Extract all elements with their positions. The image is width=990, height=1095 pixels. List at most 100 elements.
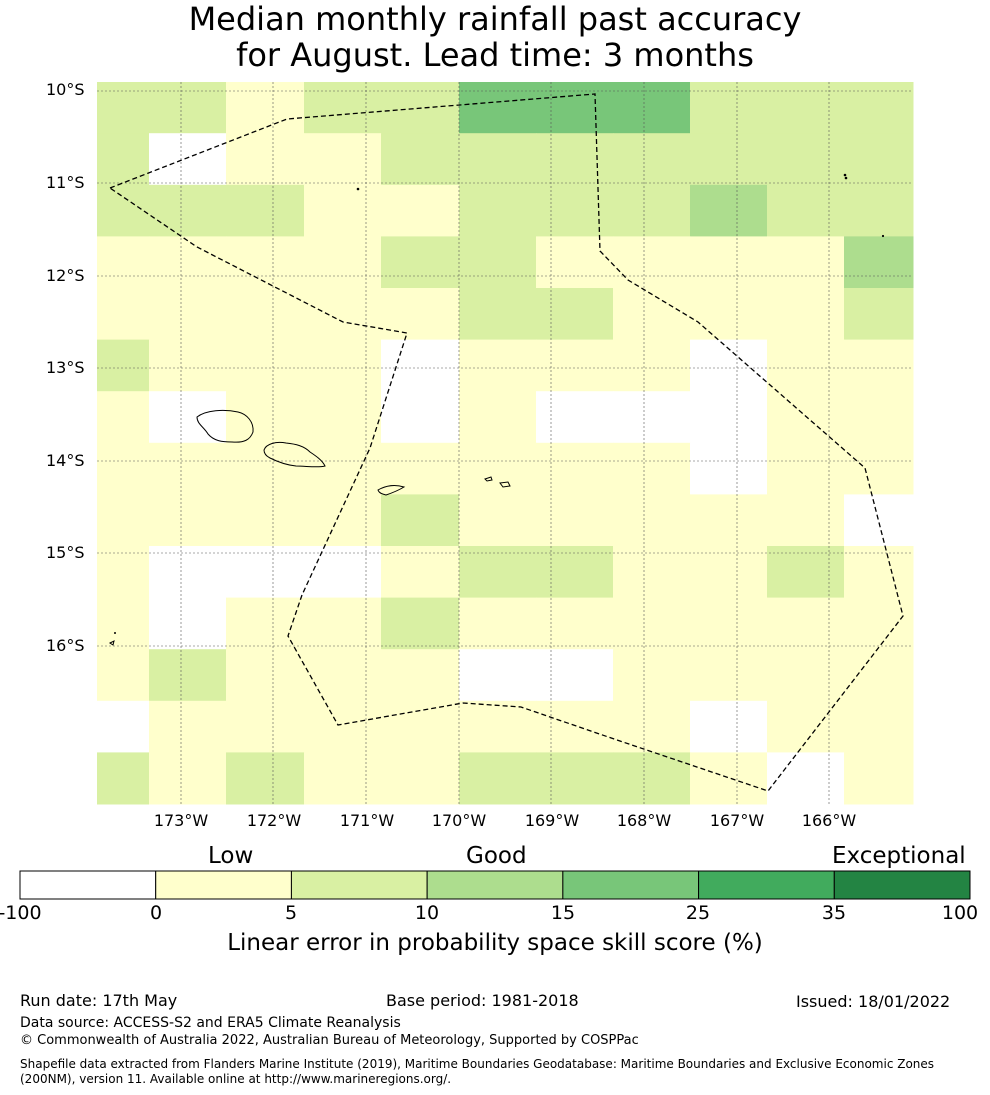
lat-label-12s: 12°S: [46, 266, 85, 285]
grid-cell: [690, 133, 768, 186]
colorbar-tick: 15: [550, 902, 576, 924]
grid-cell: [767, 494, 845, 547]
grid-cell: [613, 649, 691, 702]
colorbar-tick: 25: [685, 902, 711, 924]
island-wallis: [109, 640, 115, 646]
grid-cell: [304, 184, 382, 237]
grid-cell: [767, 546, 845, 599]
grid-cell: [226, 288, 305, 341]
grid-cell: [613, 700, 691, 753]
lat-label-10s: 10°S: [46, 80, 85, 99]
run-date: Run date: 17th May: [20, 991, 178, 1010]
grid-cell: [304, 288, 382, 341]
grid-cell: [97, 288, 150, 341]
grid-cell: [767, 288, 845, 341]
grid-cell: [690, 288, 768, 341]
grid-cell: [690, 339, 768, 392]
grid-cell: [304, 546, 382, 599]
grid-cell: [844, 288, 914, 341]
island-tau: [499, 481, 511, 488]
grid-cell: [459, 82, 537, 134]
grid-cell: [844, 597, 914, 650]
grid-cell: [459, 339, 537, 392]
grid-cell: [690, 236, 768, 289]
lat-label-16s: 16°S: [46, 636, 85, 655]
grid-cell: [459, 442, 537, 495]
island-futuna: [114, 632, 116, 634]
grid-cell: [536, 494, 614, 547]
lon-label-169w: 169°W: [524, 811, 580, 830]
grid-cell: [226, 700, 305, 753]
grid-cell: [613, 288, 691, 341]
grid-cell: [459, 133, 537, 186]
grid-cell: [459, 597, 537, 650]
grid-cell: [149, 391, 227, 444]
colorbar-bin: [833, 870, 971, 900]
grid-cell: [844, 236, 914, 289]
grid-cell: [767, 391, 845, 444]
grid-cell: [381, 184, 460, 237]
grid-cell: [304, 649, 382, 702]
map-title-line1: Median monthly rainfall past accuracy: [188, 0, 802, 38]
island-tokelau-c: [881, 234, 885, 238]
grid-cell: [226, 752, 305, 805]
grid-cell: [767, 752, 845, 805]
lon-label-173w: 173°W: [153, 811, 209, 830]
colorbar: [19, 870, 971, 900]
grid-cell: [690, 442, 768, 495]
grid-cell: [690, 597, 768, 650]
grid-cell: [844, 442, 914, 495]
grid-cell: [690, 752, 768, 805]
grid-cell: [459, 391, 537, 444]
grid-cell: [149, 339, 227, 392]
grid-cell: [149, 82, 227, 134]
grid-cell: [767, 184, 845, 237]
grid-cell: [381, 649, 460, 702]
grid-cell: [844, 82, 914, 134]
grid-cell: [767, 700, 845, 753]
grid-cell: [304, 597, 382, 650]
grid-cell: [536, 236, 614, 289]
grid-cell: [459, 288, 537, 341]
colorbar-bin: [426, 870, 564, 900]
island-tokelau-b: [844, 176, 848, 180]
grid-cell: [536, 288, 614, 341]
grid-cell: [97, 442, 150, 495]
grid-cell: [97, 494, 150, 547]
colorbar-bin: [155, 870, 292, 900]
grid-cell: [536, 133, 614, 186]
colorbar-bin: [562, 870, 700, 900]
grid-cell: [536, 391, 614, 444]
grid-cell: [304, 82, 382, 134]
grid-cell: [149, 597, 227, 650]
grid-cell: [304, 236, 382, 289]
issued-date: Issued: 18/01/2022: [796, 992, 951, 1011]
grid-cell: [613, 236, 691, 289]
grid-cell: [226, 133, 305, 186]
grid-cell: [226, 184, 305, 237]
skill-grid: [97, 82, 914, 805]
grid-cell: [613, 82, 691, 134]
shapefile-credit: Shapefile data extracted from Flanders M…: [20, 1057, 935, 1086]
grid-cell: [226, 391, 305, 444]
lat-label-14s: 14°S: [46, 451, 85, 470]
grid-cell: [844, 133, 914, 186]
island-swains: [356, 187, 360, 191]
colorbar-tick: 5: [284, 902, 298, 924]
grid-cell: [226, 597, 305, 650]
grid-cell: [97, 133, 150, 186]
grid-cell: [149, 236, 227, 289]
grid-cell: [690, 82, 768, 134]
base-period: Base period: 1981-2018: [386, 991, 579, 1010]
grid-cell: [613, 391, 691, 444]
grid-cell: [381, 752, 460, 805]
colorbar-tick: 0: [149, 902, 163, 924]
grid-cell: [536, 339, 614, 392]
grid-cell: [536, 184, 614, 237]
lat-label-13s: 13°S: [46, 358, 85, 377]
grid-cell: [844, 752, 914, 805]
colorbar-category-good: Good: [466, 843, 527, 869]
grid-cell: [226, 649, 305, 702]
grid-cell: [844, 649, 914, 702]
